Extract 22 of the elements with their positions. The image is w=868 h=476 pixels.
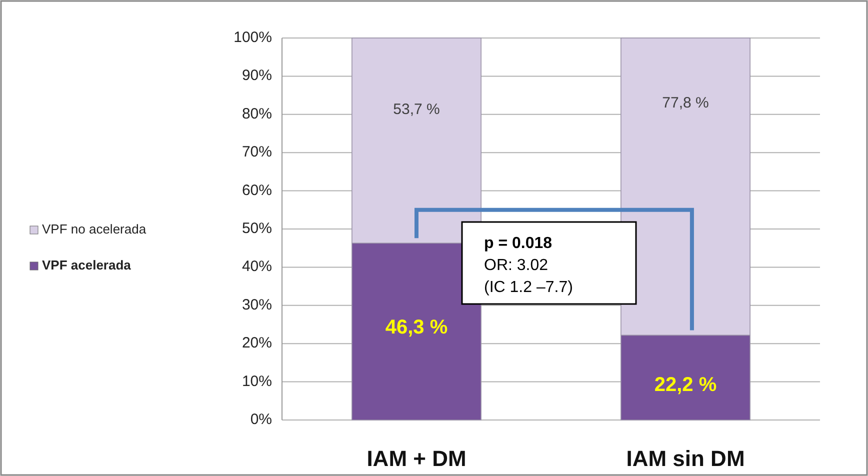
- y-tick-label: 20%: [242, 334, 272, 352]
- y-tick-label: 60%: [242, 182, 272, 199]
- y-tick-label: 30%: [242, 296, 272, 314]
- annotation: OR: 3.02: [484, 257, 548, 274]
- y-tick-label: 0%: [250, 410, 272, 428]
- x-tick-label: IAM sin DM: [626, 446, 745, 471]
- y-tick-label: 70%: [242, 144, 272, 161]
- data-label: 46,3 %: [385, 316, 448, 338]
- legend-label: VPF no acelerada: [42, 221, 147, 236]
- y-tick-label: 10%: [242, 372, 272, 390]
- data-label: 22,2 %: [654, 374, 717, 396]
- data-label: 77,8 %: [662, 94, 709, 112]
- y-tick-label: 50%: [242, 220, 272, 237]
- y-tick-label: 40%: [242, 258, 272, 276]
- annotation: p = 0.018: [484, 235, 552, 252]
- y-tick-label: 80%: [242, 105, 272, 122]
- y-tick-label: 90%: [242, 67, 272, 84]
- y-tick-label: 100%: [234, 28, 272, 46]
- x-tick-label: IAM + DM: [366, 446, 466, 471]
- data-label: 53,7 %: [393, 100, 440, 118]
- annotation: (IC 1.2 –7.7): [484, 279, 573, 296]
- legend-label: VPF acelerada: [42, 257, 132, 272]
